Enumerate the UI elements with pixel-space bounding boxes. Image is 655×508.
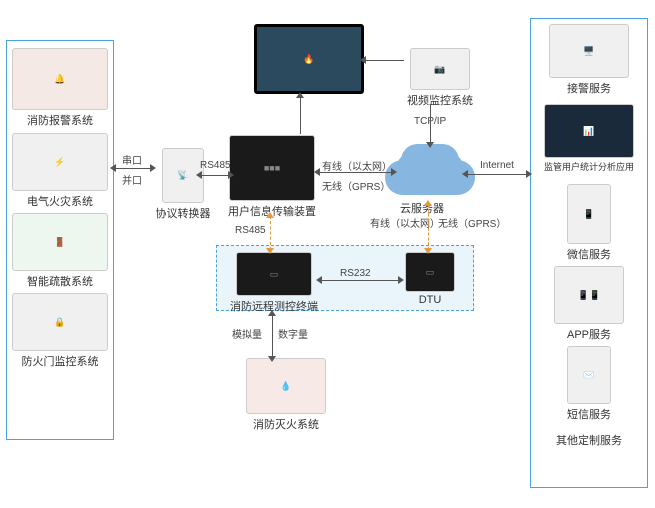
sms-service-node: ✉️ 短信服务 xyxy=(538,346,640,422)
wechat-service-node: 📱 微信服务 xyxy=(538,184,640,262)
edge-analog: 模拟量 xyxy=(232,326,262,341)
fire-alarm-label: 消防报警系统 xyxy=(12,112,108,128)
supervision-analytics-label: 监管用户统计分析应用 xyxy=(538,160,640,173)
scene-photo-node: 🔥 xyxy=(254,24,364,94)
arrow-head-6u xyxy=(266,212,274,218)
remote-terminal-icon: ▭ xyxy=(236,252,312,296)
dtu-label: DTU xyxy=(400,294,460,306)
alarm-service-label: 接警服务 xyxy=(538,80,640,96)
arrow-head-7l xyxy=(316,276,322,284)
supervision-analytics-node: 📊 监管用户统计分析应用 xyxy=(538,104,640,173)
camera-node: 📷 视频监控系统 xyxy=(395,48,485,108)
arrow-remote-uit xyxy=(270,216,271,250)
edge-wired-eth: 有线（以太网） xyxy=(322,158,392,173)
edge-dtu-wired: 有线（以太网） xyxy=(370,215,440,230)
remote-terminal-node: ▭ 消防远程测控终端 xyxy=(224,252,324,314)
arrow-head-6d xyxy=(266,248,274,254)
arrow-head-5r xyxy=(526,170,532,178)
arrow-head-7r xyxy=(398,276,404,284)
arrow-head-4d xyxy=(426,142,434,148)
edge-rs485-1: RS485 xyxy=(200,160,231,171)
dtu-node: ▭ DTU xyxy=(400,252,460,306)
arrow-head-1l xyxy=(110,164,116,172)
sms-service-label: 短信服务 xyxy=(538,406,640,422)
arrow-cloud-right xyxy=(466,174,528,175)
other-service-node: 其他定制服务 xyxy=(538,430,640,448)
arrow-remote-dtu xyxy=(320,280,400,281)
arrow-uit-cloud xyxy=(318,172,393,173)
smart-evacuation-icon: 🚪 xyxy=(12,213,108,271)
arrow-head-1r xyxy=(150,164,156,172)
other-service-label: 其他定制服务 xyxy=(538,432,640,448)
arrow-cam-cloud xyxy=(430,104,431,144)
arrow-head-2r xyxy=(228,171,234,179)
camera-label: 视频监控系统 xyxy=(395,92,485,108)
arrow-scene-cam xyxy=(364,60,404,61)
arrow-conv-uit xyxy=(200,175,230,176)
edge-digital: 数字量 xyxy=(278,326,308,341)
fire-door-icon: 🔒 xyxy=(12,293,108,351)
arrow-head-8d xyxy=(424,248,432,254)
extinguisher-icon: 💧 xyxy=(246,358,326,414)
fire-door-label: 防火门监控系统 xyxy=(12,353,108,369)
alarm-service-icon: 🖥️ xyxy=(549,24,629,78)
edge-wireless-gprs: 无线（GPRS） xyxy=(322,178,390,193)
scene-photo-icon: 🔥 xyxy=(254,24,364,94)
arrow-head-3r xyxy=(391,168,397,176)
arrow-dtu-cloud xyxy=(428,204,429,250)
edge-rs232: RS232 xyxy=(340,268,371,279)
fire-alarm-node: 🔔 消防报警系统 xyxy=(12,48,108,128)
supervision-analytics-icon: 📊 xyxy=(544,104,634,158)
edge-serial-port: 串口 xyxy=(122,152,142,167)
arrow-head-8u xyxy=(424,200,432,206)
app-service-icon: 📱📱 xyxy=(554,266,624,324)
arrow-head-10u xyxy=(296,92,304,98)
app-service-node: 📱📱 APP服务 xyxy=(538,266,640,342)
extinguisher-label: 消防灭火系统 xyxy=(236,416,336,432)
arrow-uit-scene xyxy=(300,96,301,134)
cloud-shape-icon xyxy=(395,150,465,195)
fire-alarm-icon: 🔔 xyxy=(12,48,108,110)
dtu-icon: ▭ xyxy=(405,252,455,292)
electrical-fire-node: ⚡ 电气火灾系统 xyxy=(12,133,108,209)
camera-icon: 📷 xyxy=(410,48,470,90)
arrow-head-5l xyxy=(462,170,468,178)
arrow-head-9d xyxy=(268,356,276,362)
arrow-head-2l xyxy=(196,171,202,179)
uit-device-node: ■■■ 用户信息传输装置 xyxy=(224,135,320,219)
extinguisher-node: 💧 消防灭火系统 xyxy=(236,358,336,432)
alarm-service-node: 🖥️ 接警服务 xyxy=(538,24,640,96)
app-service-label: APP服务 xyxy=(538,326,640,342)
arrow-head-3l xyxy=(314,168,320,176)
arrow-head-sc xyxy=(360,56,366,64)
arrow-ext-remote xyxy=(272,314,273,358)
electrical-fire-label: 电气火灾系统 xyxy=(12,193,108,209)
sms-service-icon: ✉️ xyxy=(567,346,611,404)
edge-rs485-2: RS485 xyxy=(235,225,266,236)
wechat-service-icon: 📱 xyxy=(567,184,611,244)
edge-internet: Internet xyxy=(480,160,514,171)
fire-door-node: 🔒 防火门监控系统 xyxy=(12,293,108,369)
wechat-service-label: 微信服务 xyxy=(538,246,640,262)
uit-device-icon: ■■■ xyxy=(229,135,315,201)
cloud-label: 云服务器 xyxy=(400,200,444,216)
arrow-left-converter xyxy=(114,168,152,169)
smart-evacuation-node: 🚪 智能疏散系统 xyxy=(12,213,108,289)
electrical-fire-icon: ⚡ xyxy=(12,133,108,191)
arrow-head-9u xyxy=(268,310,276,316)
edge-dtu-wireless: 无线（GPRS） xyxy=(438,215,506,230)
converter-node: 📡 协议转换器 xyxy=(152,148,214,221)
converter-label: 协议转换器 xyxy=(152,205,214,221)
smart-evacuation-label: 智能疏散系统 xyxy=(12,273,108,289)
edge-parallel-port: 并口 xyxy=(122,172,142,187)
